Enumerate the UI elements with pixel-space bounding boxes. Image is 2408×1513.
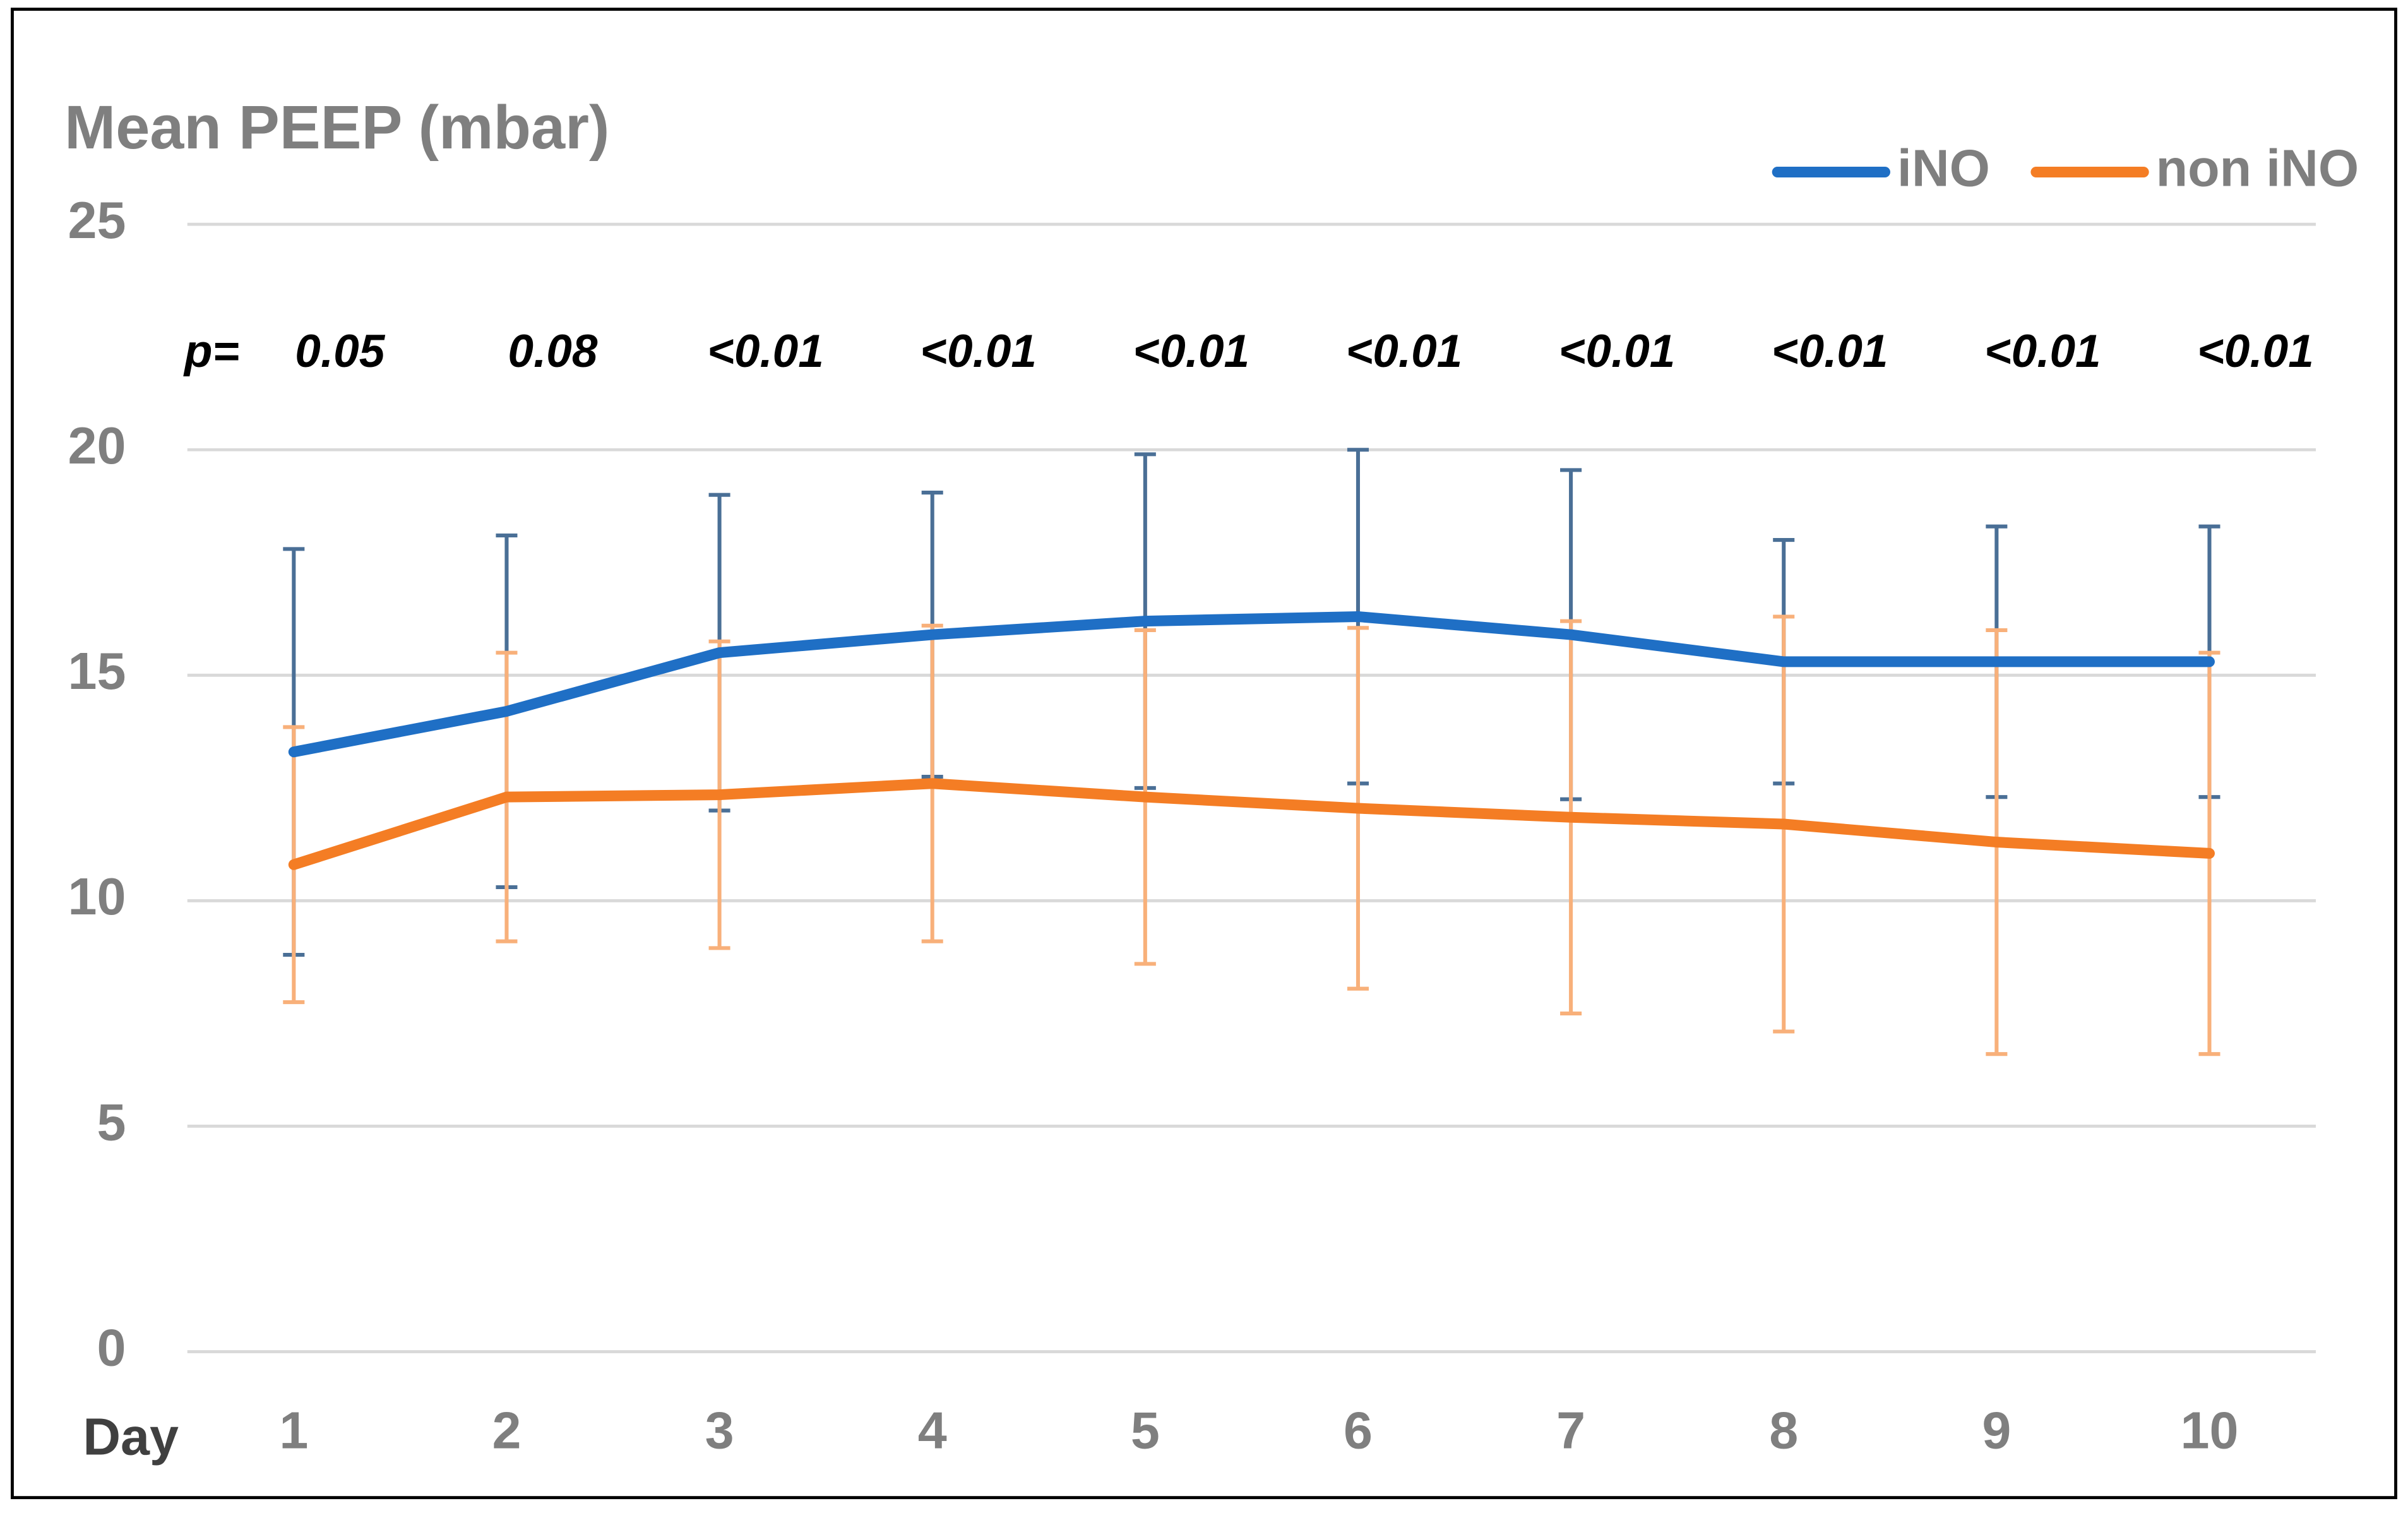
x-tick-label: 7 bbox=[1556, 1401, 1585, 1460]
chart-border bbox=[11, 8, 2397, 1500]
x-tick-label: 3 bbox=[705, 1401, 734, 1460]
p-value: <0.01 bbox=[1346, 326, 1463, 377]
x-tick-label: 4 bbox=[918, 1401, 947, 1460]
y-tick-label: 10 bbox=[68, 867, 126, 926]
p-label: p= bbox=[183, 326, 239, 377]
p-value: <0.01 bbox=[1772, 326, 1888, 377]
x-tick-label: 6 bbox=[1344, 1401, 1373, 1460]
y-tick-label: 5 bbox=[97, 1092, 126, 1151]
x-tick-label: 2 bbox=[492, 1401, 521, 1460]
p-value: <0.01 bbox=[1984, 326, 2101, 377]
p-value: 0.05 bbox=[295, 326, 385, 377]
chart-title: Mean PEEP (mbar) bbox=[64, 93, 609, 162]
x-tick-label: 9 bbox=[1982, 1401, 2011, 1460]
p-value: <0.01 bbox=[920, 326, 1037, 377]
p-value: <0.01 bbox=[2197, 326, 2314, 377]
p-value: <0.01 bbox=[1559, 326, 1676, 377]
x-tick-label: 8 bbox=[1769, 1401, 1798, 1460]
x-tick-label: 5 bbox=[1131, 1401, 1160, 1460]
legend-label: non iNO bbox=[2156, 138, 2359, 197]
x-tick-label: 10 bbox=[2180, 1401, 2238, 1460]
p-value: <0.01 bbox=[707, 326, 824, 377]
p-value: <0.01 bbox=[1133, 326, 1249, 377]
p-value: 0.08 bbox=[508, 326, 597, 377]
series-line bbox=[288, 778, 2215, 870]
legend-label: iNO bbox=[1897, 138, 1990, 197]
y-tick-label: 20 bbox=[68, 416, 126, 475]
y-tick-label: 25 bbox=[68, 191, 126, 249]
series-line bbox=[288, 611, 2215, 758]
x-axis-label: Day bbox=[83, 1407, 179, 1466]
y-tick-label: 15 bbox=[68, 642, 126, 700]
y-tick-label: 0 bbox=[97, 1318, 126, 1377]
x-tick-label: 1 bbox=[279, 1401, 308, 1460]
